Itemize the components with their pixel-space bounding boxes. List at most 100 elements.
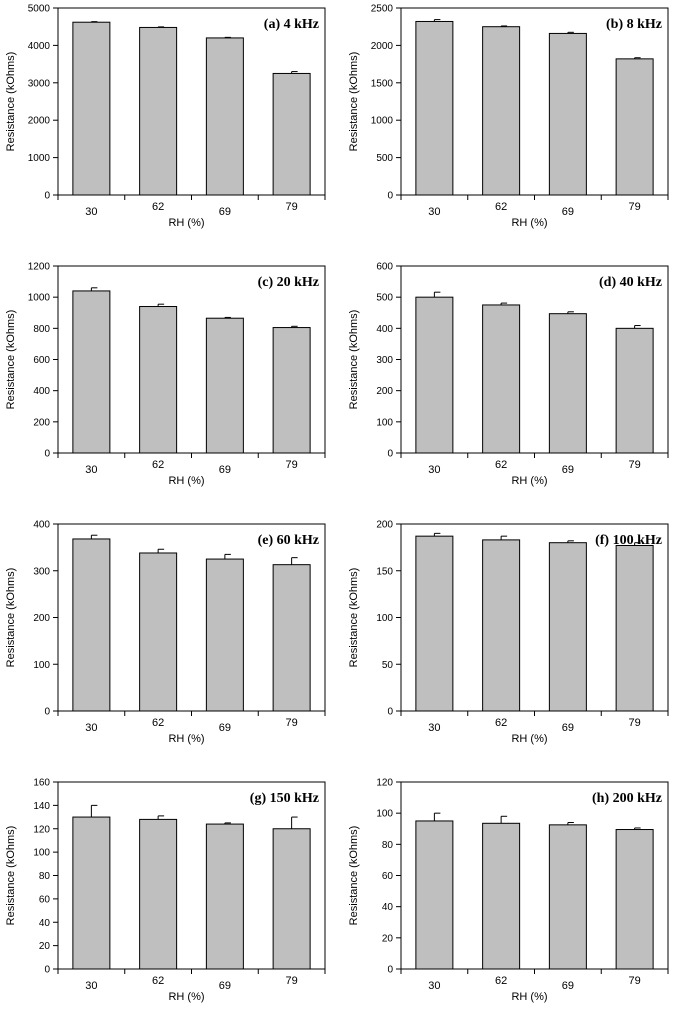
bar-e-0 bbox=[72, 538, 111, 712]
bar-c-1 bbox=[139, 306, 178, 454]
xtick-label-d-2: 69 bbox=[562, 464, 574, 476]
ytick-label-a-5: 5000 bbox=[28, 4, 51, 15]
ytick-label-c-5: 1000 bbox=[28, 293, 51, 304]
ytick-label-c-4: 800 bbox=[33, 324, 50, 335]
panel-title-d: (d) 40 kHz bbox=[599, 275, 662, 290]
bar-g-2 bbox=[205, 823, 244, 970]
xtick-label-c-0: 30 bbox=[85, 464, 97, 476]
y-axis-title-a: Resistance (kOhms) bbox=[5, 52, 17, 152]
bar-a-1 bbox=[139, 26, 178, 196]
chart-h-svg: 0 20 40 60 80 100 120 30 62 69 79 RH (%) Resistance … bbox=[348, 778, 669, 1003]
panel-g: 0 20 40 60 80 100 120 140 160 30 62 69 79 RH (%) Resis… bbox=[0, 774, 342, 1031]
ytick-label-b-1: 500 bbox=[376, 153, 393, 164]
chart-b-svg: 0 500 1000 1500 2000 2500 30 62 69 79 RH (%) Resist… bbox=[348, 4, 669, 229]
ytick-label-e-2: 200 bbox=[33, 613, 50, 624]
ytick-label-h-4: 80 bbox=[382, 840, 394, 851]
y-axis-title-e: Resistance (kOhms) bbox=[5, 568, 17, 668]
y-axis-title-f: Resistance (kOhms) bbox=[348, 568, 360, 668]
bar-c-3 bbox=[272, 327, 311, 454]
panel-e: 0 100 200 300 400 30 62 69 79 RH (%) Resistance (k… bbox=[0, 516, 342, 773]
ytick-label-e-1: 100 bbox=[33, 660, 50, 671]
ytick-label-b-5: 2500 bbox=[371, 4, 394, 15]
bar-f-0 bbox=[415, 535, 454, 712]
xtick-label-f-1: 62 bbox=[495, 717, 507, 729]
ytick-label-e-3: 300 bbox=[33, 566, 50, 577]
xtick-label-b-0: 30 bbox=[428, 206, 440, 218]
ytick-label-f-1: 50 bbox=[382, 660, 394, 671]
xtick-label-d-1: 62 bbox=[495, 459, 507, 471]
x-axis-title-c: RH (%) bbox=[168, 475, 204, 487]
panel-f: 0 50 100 150 200 30 62 69 79 RH (%) Resistance (kO… bbox=[343, 516, 685, 773]
bar-h-2 bbox=[548, 824, 587, 970]
ytick-label-h-2: 40 bbox=[382, 902, 394, 913]
xtick-label-g-1: 62 bbox=[152, 975, 164, 987]
ytick-label-g-7: 140 bbox=[33, 801, 50, 812]
bar-e-2 bbox=[205, 558, 244, 712]
xtick-label-a-0: 30 bbox=[85, 206, 97, 218]
xtick-label-e-1: 62 bbox=[152, 717, 164, 729]
ytick-label-c-1: 200 bbox=[33, 417, 50, 428]
x-axis-title-b: RH (%) bbox=[511, 217, 547, 229]
bar-d-1 bbox=[482, 304, 521, 454]
bar-g-1 bbox=[139, 818, 178, 970]
bar-a-3 bbox=[272, 72, 311, 196]
bar-h-1 bbox=[482, 822, 521, 970]
xtick-label-d-3: 79 bbox=[629, 459, 641, 471]
ytick-label-d-4: 400 bbox=[376, 324, 393, 335]
ytick-label-e-0: 0 bbox=[44, 707, 50, 718]
xtick-label-g-3: 79 bbox=[286, 975, 298, 987]
bar-d-2 bbox=[548, 313, 587, 454]
panel-title-h: (h) 200 kHz bbox=[592, 791, 662, 806]
ytick-label-g-0: 0 bbox=[44, 965, 50, 976]
ytick-label-b-3: 1500 bbox=[371, 78, 394, 89]
ytick-label-d-6: 600 bbox=[376, 262, 393, 273]
y-axis-title-h: Resistance (kOhms) bbox=[348, 826, 360, 926]
xtick-label-g-2: 69 bbox=[219, 980, 231, 992]
ytick-label-a-0: 0 bbox=[44, 191, 50, 202]
bar-b-1 bbox=[482, 26, 521, 196]
panel-title-b: (b) 8 kHz bbox=[606, 17, 662, 32]
xtick-label-g-0: 30 bbox=[85, 980, 97, 992]
y-axis-title-d: Resistance (kOhms) bbox=[348, 310, 360, 410]
ytick-label-f-4: 200 bbox=[376, 520, 393, 531]
y-axis-title-b: Resistance (kOhms) bbox=[348, 52, 360, 152]
ytick-label-d-1: 100 bbox=[376, 417, 393, 428]
ytick-label-e-4: 400 bbox=[33, 520, 50, 531]
chart-c-svg: 0 200 400 600 800 1000 1200 30 62 69 79 RH (%) Resis… bbox=[5, 262, 326, 487]
xtick-label-h-1: 62 bbox=[495, 975, 507, 987]
chart-g-svg: 0 20 40 60 80 100 120 140 160 30 62 69 79 RH (%) Resis… bbox=[5, 778, 326, 1003]
ytick-label-a-3: 3000 bbox=[28, 78, 51, 89]
bar-e-1 bbox=[139, 552, 178, 712]
xtick-label-a-3: 79 bbox=[286, 201, 298, 213]
ytick-label-d-3: 300 bbox=[376, 355, 393, 366]
ytick-label-c-0: 0 bbox=[44, 449, 50, 460]
ytick-label-b-4: 2000 bbox=[371, 41, 394, 52]
ytick-label-g-4: 80 bbox=[39, 871, 51, 882]
xtick-label-b-2: 69 bbox=[562, 206, 574, 218]
x-axis-title-h: RH (%) bbox=[511, 991, 547, 1003]
xtick-label-c-1: 62 bbox=[152, 459, 164, 471]
ytick-label-g-6: 120 bbox=[33, 824, 50, 835]
xtick-label-e-0: 30 bbox=[85, 722, 97, 734]
x-axis-title-e: RH (%) bbox=[168, 733, 204, 745]
ytick-label-h-6: 120 bbox=[376, 778, 393, 789]
y-axis-title-c: Resistance (kOhms) bbox=[5, 310, 17, 410]
xtick-label-e-2: 69 bbox=[219, 722, 231, 734]
ytick-label-c-2: 400 bbox=[33, 386, 50, 397]
xtick-label-c-3: 79 bbox=[286, 459, 298, 471]
ytick-label-h-3: 60 bbox=[382, 871, 394, 882]
xtick-label-h-0: 30 bbox=[428, 980, 440, 992]
ytick-label-g-8: 160 bbox=[33, 778, 50, 789]
panel-b: 0 500 1000 1500 2000 2500 30 62 69 79 RH (%) Resist… bbox=[343, 0, 685, 257]
panel-title-e: (e) 60 kHz bbox=[258, 533, 319, 548]
xtick-label-a-2: 69 bbox=[219, 206, 231, 218]
panel-title-f: (f) 100 kHz bbox=[595, 533, 662, 548]
chart-d-svg: 0 100 200 300 400 500 600 30 62 69 79 RH (%) Resista… bbox=[348, 262, 669, 487]
panel-title-a: (a) 4 kHz bbox=[264, 17, 319, 32]
xtick-label-f-3: 79 bbox=[629, 717, 641, 729]
ytick-label-c-3: 600 bbox=[33, 355, 50, 366]
bar-b-0 bbox=[415, 20, 454, 196]
xtick-label-a-1: 62 bbox=[152, 201, 164, 213]
panel-title-g: (g) 150 kHz bbox=[250, 791, 319, 806]
xtick-label-d-0: 30 bbox=[428, 464, 440, 476]
